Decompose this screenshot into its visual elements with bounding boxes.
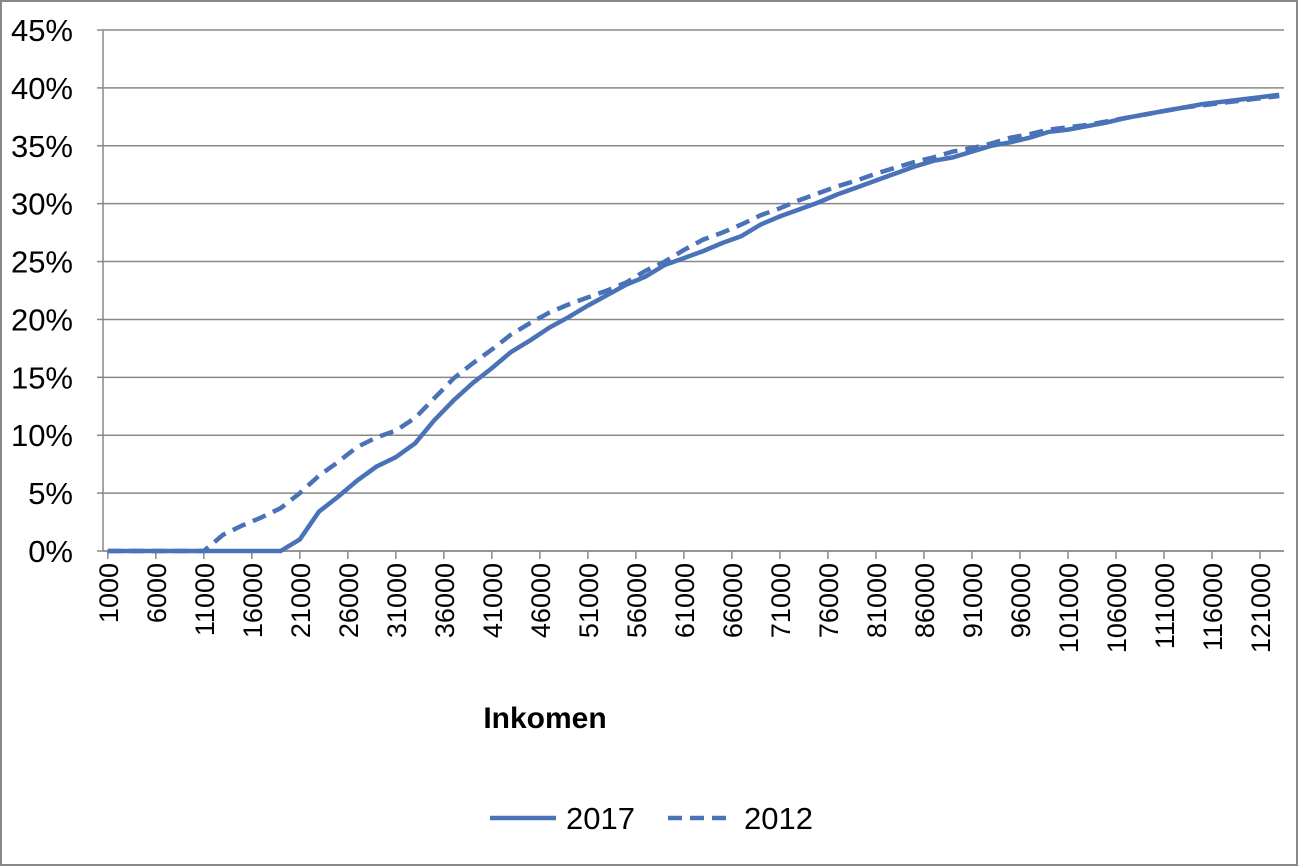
- x-tick-label: 1000: [94, 563, 124, 623]
- x-tick-label: 96000: [1006, 563, 1036, 638]
- x-tick-label: 121000: [1246, 563, 1276, 653]
- y-tick-label: 20%: [11, 302, 73, 337]
- x-tick-label: 106000: [1102, 563, 1132, 653]
- x-tick-label: 36000: [430, 563, 460, 638]
- y-tick-label: 45%: [11, 13, 73, 48]
- y-tick-label: 5%: [28, 476, 73, 511]
- x-tick-label: 16000: [238, 563, 268, 638]
- y-tick-label: 15%: [11, 360, 73, 395]
- x-tick-label: 101000: [1054, 563, 1084, 653]
- legend-label: 2017: [566, 801, 635, 836]
- y-tick-label: 40%: [11, 71, 73, 106]
- x-tick-label: 6000: [142, 563, 172, 623]
- x-tick-label: 91000: [958, 563, 988, 638]
- x-tick-label: 111000: [1150, 563, 1180, 649]
- x-tick-label: 86000: [910, 563, 940, 638]
- x-tick-label: 21000: [286, 563, 316, 638]
- series-line: [107, 93, 1280, 554]
- legend-label: 2012: [744, 801, 813, 836]
- y-tick-label: 35%: [11, 129, 73, 164]
- x-tick-label: 51000: [574, 563, 604, 638]
- x-tick-label: 41000: [478, 563, 508, 638]
- x-tick-label: 76000: [814, 563, 844, 638]
- x-tick-label: 46000: [526, 563, 556, 638]
- x-tick-label: 31000: [382, 563, 412, 638]
- x-tick-label: 61000: [670, 563, 700, 638]
- y-tick-label: 30%: [11, 187, 73, 222]
- x-tick-label: 116000: [1198, 563, 1228, 651]
- y-tick-label: 0%: [28, 534, 73, 569]
- x-tick-label: 81000: [862, 563, 892, 638]
- x-tick-label: 26000: [334, 563, 364, 638]
- x-tick-label: 71000: [766, 563, 796, 638]
- x-tick-label: 11000: [190, 563, 220, 636]
- y-tick-label: 10%: [11, 418, 73, 453]
- x-tick-label: 66000: [718, 563, 748, 638]
- x-axis-title: Inkomen: [483, 702, 606, 735]
- y-tick-label: 25%: [11, 245, 73, 280]
- x-tick-label: 56000: [622, 563, 652, 638]
